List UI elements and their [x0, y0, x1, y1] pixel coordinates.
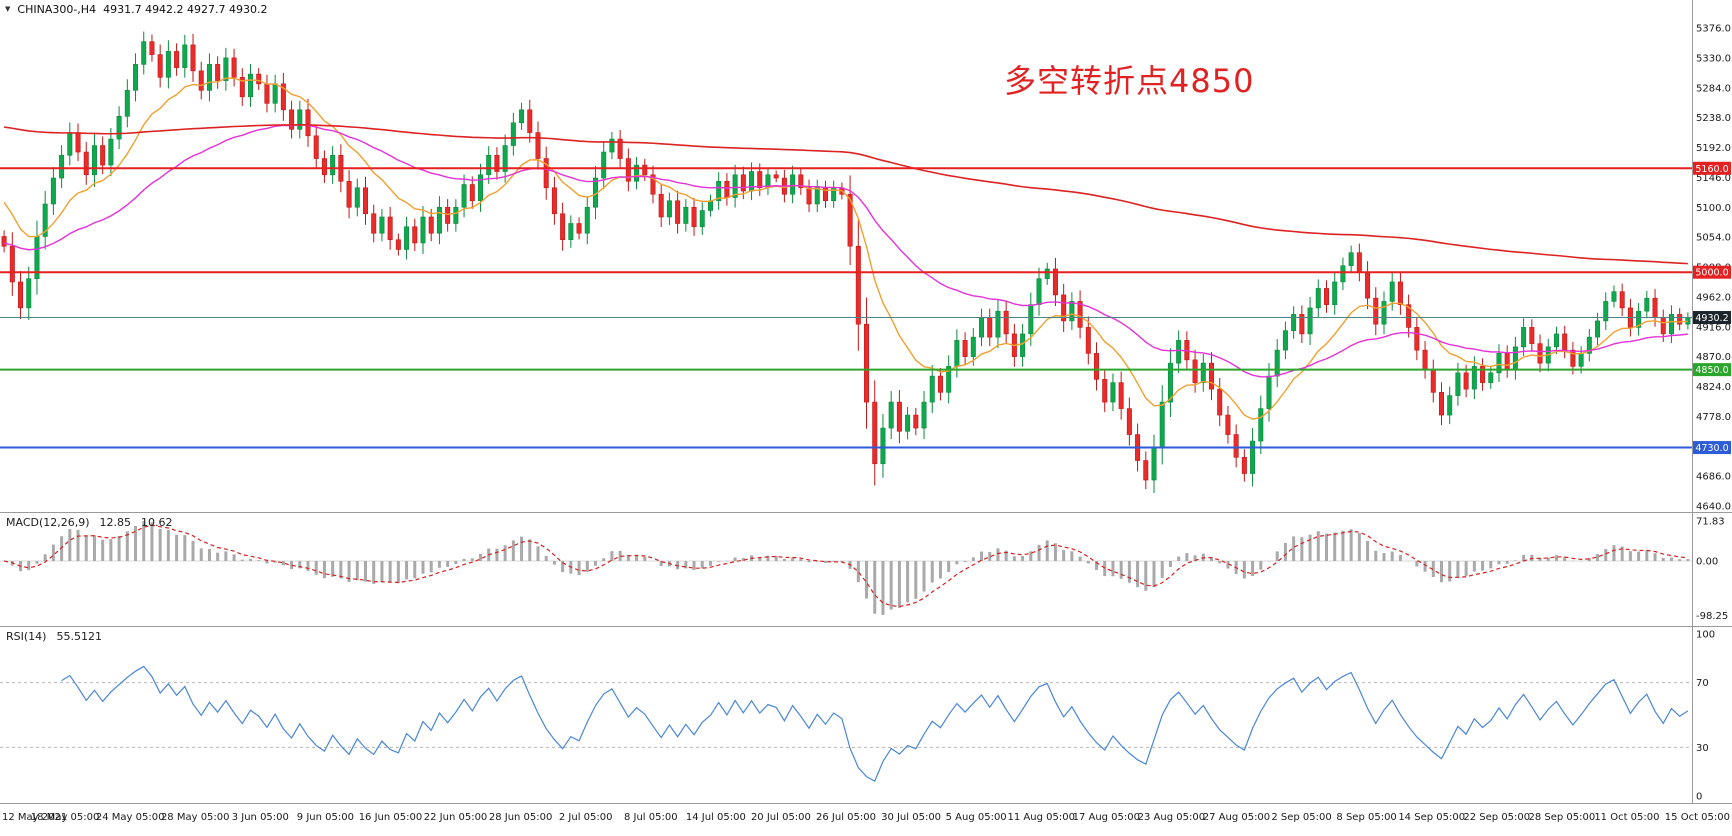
- price-tick-label: 5284.0: [1696, 83, 1731, 94]
- price-tick-label: 4778.0: [1696, 412, 1731, 423]
- time-tick-label: 18 May 05:00: [31, 812, 100, 823]
- level-price-box-text: 5160.0: [1695, 164, 1728, 175]
- current-price-box-text: 4930.2: [1695, 313, 1728, 324]
- price-axis[interactable]: 5376.0 5330.0 5284.0 5238.0 5192.0 5146.0 5100…: [1696, 24, 1731, 803]
- price-tick-label: 5192.0: [1696, 143, 1731, 154]
- macd-tick-label: -98.25: [1696, 611, 1728, 622]
- macd-tick-label: 0.00: [1696, 557, 1718, 568]
- time-tick-label: 5 Aug 05:00: [946, 812, 1007, 823]
- price-tick-label: 4916.0: [1696, 322, 1731, 333]
- price-tick-label: 5146.0: [1696, 173, 1731, 184]
- rsi-tick-label: 70: [1696, 678, 1709, 689]
- time-tick-label: 3 Jun 05:00: [232, 812, 289, 823]
- price-tick-label: 4640.0: [1696, 502, 1731, 513]
- price-tick-label: 5376.0: [1696, 24, 1731, 35]
- level-price-box-text: 4730.0: [1695, 443, 1728, 454]
- price-tick-label: 5100.0: [1696, 203, 1731, 214]
- time-tick-label: 2 Jul 05:00: [559, 812, 613, 823]
- time-tick-label: 8 Sep 05:00: [1336, 812, 1396, 823]
- rsi-line: [61, 665, 1689, 782]
- ma-slow-line: [3, 123, 1688, 265]
- time-tick-label: 28 Jun 05:00: [489, 812, 553, 823]
- time-tick-label: 24 May 05:00: [96, 812, 165, 823]
- rsi-tick-label: 0: [1696, 792, 1702, 803]
- time-tick-label: 28 Sep 05:00: [1528, 812, 1595, 823]
- ma-fast-line: [3, 77, 1688, 420]
- time-tick-label: 22 Sep 05:00: [1463, 812, 1530, 823]
- panel-frame: [0, 0, 1732, 804]
- time-tick-label: 23 Aug 05:00: [1138, 812, 1205, 823]
- price-tick-label: 4686.0: [1696, 472, 1731, 483]
- time-tick-label: 14 Jul 05:00: [686, 812, 746, 823]
- price-tick-label: 4824.0: [1696, 382, 1731, 393]
- time-tick-label: 27 Aug 05:00: [1203, 812, 1270, 823]
- time-tick-label: 11 Oct 05:00: [1594, 812, 1659, 823]
- rsi-tick-label: 30: [1696, 743, 1709, 754]
- time-tick-label: 14 Sep 05:00: [1398, 812, 1465, 823]
- time-tick-label: 22 Jun 05:00: [424, 812, 488, 823]
- macd-tick-label: 71.83: [1696, 516, 1725, 527]
- time-tick-label: 17 Aug 05:00: [1073, 812, 1140, 823]
- time-tick-label: 28 May 05:00: [161, 812, 230, 823]
- time-tick-label: 9 Jun 05:00: [297, 812, 354, 823]
- time-tick-label: 26 Jul 05:00: [816, 812, 876, 823]
- price-tick-label: 5330.0: [1696, 53, 1731, 64]
- ma-mid-line: [3, 124, 1688, 378]
- time-tick-label: 12 May 2021: [2, 812, 67, 823]
- macd-series: [10, 521, 1690, 615]
- level-price-box-text: 5000.0: [1695, 268, 1728, 279]
- level-price-box: [1693, 161, 1731, 175]
- level-price-box: [1693, 363, 1731, 377]
- time-tick-label: 8 Jul 05:00: [624, 812, 678, 823]
- annotation-text-object[interactable]: 多空转折点4850: [1004, 62, 1255, 100]
- time-tick-label: 30 Jul 05:00: [881, 812, 941, 823]
- level-price-box: [1693, 265, 1731, 279]
- horizontal-levels: [0, 167, 1692, 449]
- time-tick-label: 16 Jun 05:00: [359, 812, 423, 823]
- time-tick-label: 11 Aug 05:00: [1008, 812, 1075, 823]
- macd-signal-line: [3, 524, 1688, 608]
- current-price-box: [1693, 311, 1731, 325]
- level-price-box-text: 4850.0: [1695, 365, 1728, 376]
- price-tick-label: 4962.0: [1696, 292, 1731, 303]
- level-price-box: [1693, 441, 1731, 455]
- axis-price-boxes: 5160.0 5000.0 4850.0 4730.0 4930.2: [1693, 161, 1731, 455]
- rsi-tick-label: 100: [1696, 630, 1715, 641]
- price-tick-label: 4870.0: [1696, 352, 1731, 363]
- time-tick-label: 15 Oct 05:00: [1665, 812, 1730, 823]
- price-tick-label: 5054.0: [1696, 233, 1731, 244]
- guide-lines: [0, 560, 1692, 748]
- time-tick-label: 2 Sep 05:00: [1271, 812, 1331, 823]
- price-tick-label: 5238.0: [1696, 113, 1731, 124]
- time-tick-label: 20 Jul 05:00: [751, 812, 811, 823]
- candlestick-series: [1, 31, 1691, 494]
